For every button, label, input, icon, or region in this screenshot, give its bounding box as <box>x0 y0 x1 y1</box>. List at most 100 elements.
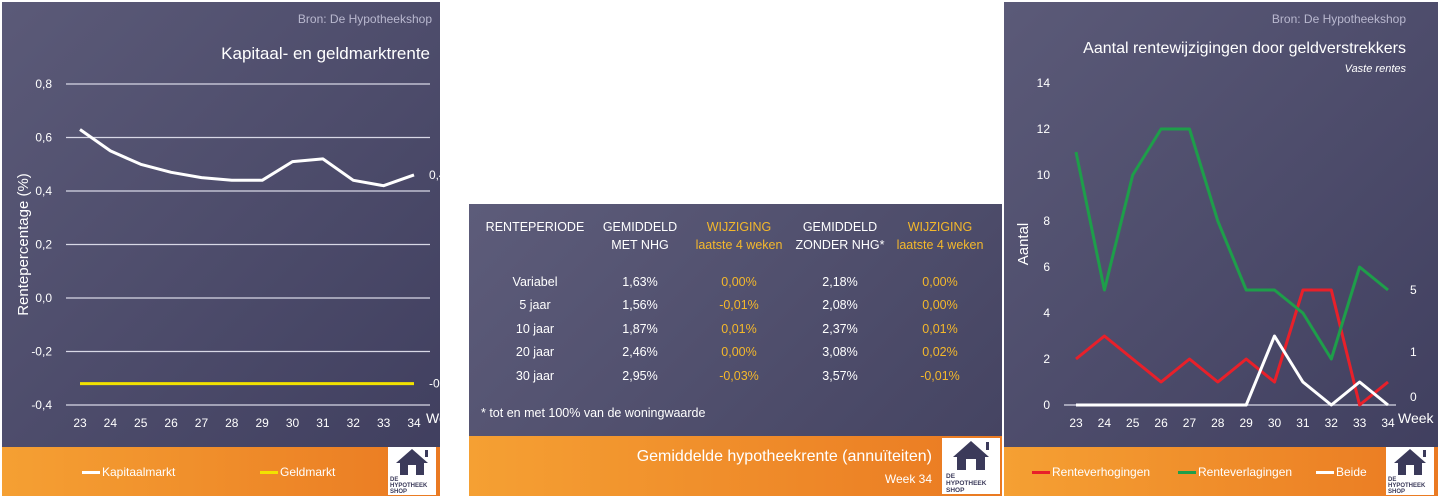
x-tick-label: 31 <box>1296 416 1310 430</box>
y-tick-label: 2 <box>1043 352 1050 366</box>
table-title: Gemiddelde hypotheekrente (annuïteiten) <box>636 448 932 465</box>
header-renteperiode: RENTEPERIODE <box>485 220 585 234</box>
x-tick-label: 27 <box>195 416 209 430</box>
x-tick-label: 25 <box>1126 416 1140 430</box>
table-row: Variabel 1,63% 0,00% 2,18% 0,00% <box>479 270 989 294</box>
header-gemiddeld-zonder-nhg: GEMIDDELD ZONDER NHG* <box>795 220 885 252</box>
period-cell: Variabel <box>512 274 558 289</box>
x-tick-label: 30 <box>286 416 300 430</box>
legend-label: Renteverhogingen <box>1052 465 1151 479</box>
x-tick-label: 29 <box>256 416 270 430</box>
y-tick-label: -0,4 <box>31 398 52 412</box>
legend-bar: Renteverhogingen Renteverlagingen Beide … <box>1004 447 1438 496</box>
series-line-renteverlagingen <box>1074 127 1389 361</box>
table-row: 30 jaar 2,95% -0,03% 3,57% -0,01% <box>479 364 989 388</box>
legend-swatch <box>260 470 278 474</box>
x-tick-label: 26 <box>164 416 178 430</box>
y-tick-label: 14 <box>1037 76 1051 90</box>
y-axis-label: Aantal <box>1015 223 1032 266</box>
hypotheekshop-logo: DE HYPOTHEEK SHOP <box>942 438 1000 494</box>
week-label: Week 34 <box>884 472 932 486</box>
x-tick-label: 24 <box>1098 416 1112 430</box>
table-background: RENTEPERIODE GEMIDDELD MET NHG WIJZIGING l… <box>469 204 1002 436</box>
x-tick-label: 23 <box>73 416 87 430</box>
x-tick-label: 32 <box>347 416 361 430</box>
source-label: Bron: De Hypotheekshop <box>297 12 432 26</box>
table-row: 20 jaar 2,46% 0,00% 3,08% 0,02% <box>479 341 989 365</box>
house-logo-icon <box>953 441 989 470</box>
legend-label: Geldmarkt <box>280 465 336 479</box>
legend-swatch <box>1178 470 1196 474</box>
line-chart-kapitaal-geldmarkt: -0,4 -0,2 0,0 0,2 0,4 0,6 0,8 23 24 25 26 27 28 29 30 3… <box>15 77 440 430</box>
house-logo-icon <box>1394 449 1426 475</box>
rate-cell: 2,18% <box>822 274 858 289</box>
chart-title: Aantal rentewijzigingen door geldverstre… <box>1083 40 1406 57</box>
header-gemiddeld-met-nhg: GEMIDDELD MET NHG <box>602 220 678 252</box>
end-value-label: 5 <box>1410 283 1417 297</box>
y-tick-label: 0,8 <box>35 77 52 91</box>
rate-cell: 0,02% <box>922 345 958 360</box>
legend-beide: Beide <box>1316 465 1367 479</box>
source-label: Bron: De Hypotheekshop <box>1271 12 1406 26</box>
period-cell: 10 jaar <box>515 321 555 336</box>
interest-rate-chart-panel: Bron: De Hypotheekshop Kapitaal- en geld… <box>2 2 440 496</box>
table-row: 5 jaar 1,56% -0,01% 2,08% 0,00% <box>479 294 989 318</box>
period-cell: 20 jaar <box>515 345 555 360</box>
rate-cell: 0,00% <box>721 345 757 360</box>
y-tick-label: 10 <box>1037 168 1051 182</box>
x-tick-label: 31 <box>316 416 330 430</box>
header-wijziging: WIJZIGING laatste 4 weken <box>896 220 984 252</box>
x-tick-label: 25 <box>134 416 148 430</box>
y-tick-label: -0,2 <box>31 345 52 359</box>
y-tick-label: 4 <box>1043 306 1050 320</box>
rate-cell: 1,56% <box>622 298 658 313</box>
y-tick-label: 12 <box>1037 122 1051 136</box>
period-cell: 30 jaar <box>515 368 555 383</box>
legend-bar: Kapitaalmarkt Geldmarkt DE HYPOTHEEK SHOP <box>2 447 440 496</box>
legend-geldmarkt: Geldmarkt <box>260 465 335 479</box>
rate-cell: 2,37% <box>822 321 858 336</box>
header-wijziging: WIJZIGING laatste 4 weken <box>695 220 783 252</box>
x-tick-label: 24 <box>104 416 118 430</box>
y-tick-label: 0,6 <box>35 131 52 145</box>
legend-label: Renteverlagingen <box>1198 465 1293 479</box>
x-tick-label: 23 <box>1069 416 1083 430</box>
series-line-renteverhogingen <box>1075 288 1389 407</box>
legend-renteverlagingen: Renteverlagingen <box>1178 465 1292 479</box>
rate-cell: 0,01% <box>922 321 958 336</box>
x-tick-label: 26 <box>1154 416 1168 430</box>
rate-cell: 0,01% <box>721 321 757 336</box>
footnote: * tot en met 100% van de woningwaarde <box>481 406 706 420</box>
x-tick-label: 32 <box>1325 416 1339 430</box>
end-value-label: -0,32 <box>429 377 440 391</box>
y-tick-label: 0,4 <box>35 184 52 198</box>
x-axis-label: Week <box>426 410 440 426</box>
rate-cell: 0,00% <box>922 298 958 313</box>
hypotheekshop-logo: DE HYPOTHEEK SHOP <box>1386 447 1434 495</box>
x-tick-label: 33 <box>377 416 391 430</box>
y-axis-label: Rentepercentage (%) <box>15 173 32 316</box>
legend-swatch <box>82 470 100 474</box>
series-line-beide <box>1076 334 1389 407</box>
end-value-label: 0 <box>1410 390 1417 404</box>
legend-swatch <box>1032 470 1050 474</box>
hypotheekshop-logo: DE HYPOTHEEK SHOP <box>388 447 436 495</box>
legend-swatch <box>1316 470 1334 474</box>
mortgage-rate-table: RENTEPERIODE GEMIDDELD MET NHG WIJZIGING l… <box>479 218 989 388</box>
chart-title: Kapitaal- en geldmarktrente <box>221 44 430 63</box>
rate-cell: 2,95% <box>622 368 658 383</box>
legend-label: Beide <box>1336 465 1367 479</box>
y-tick-label: 0,2 <box>35 238 52 252</box>
rate-cell: 1,63% <box>622 274 658 289</box>
end-value-label: 1 <box>1410 345 1417 359</box>
x-tick-label: 34 <box>407 416 421 430</box>
rate-cell: 3,08% <box>822 345 858 360</box>
y-tick-label: 0,0 <box>35 291 52 305</box>
chart-subtitle: Vaste rentes <box>1344 63 1406 75</box>
rate-cell: 1,87% <box>622 321 658 336</box>
x-tick-label: 34 <box>1381 416 1395 430</box>
legend-renteverhogingen: Renteverhogingen <box>1032 465 1150 479</box>
y-tick-label: 0 <box>1043 398 1050 412</box>
end-value-label: 0,46 <box>429 168 440 182</box>
